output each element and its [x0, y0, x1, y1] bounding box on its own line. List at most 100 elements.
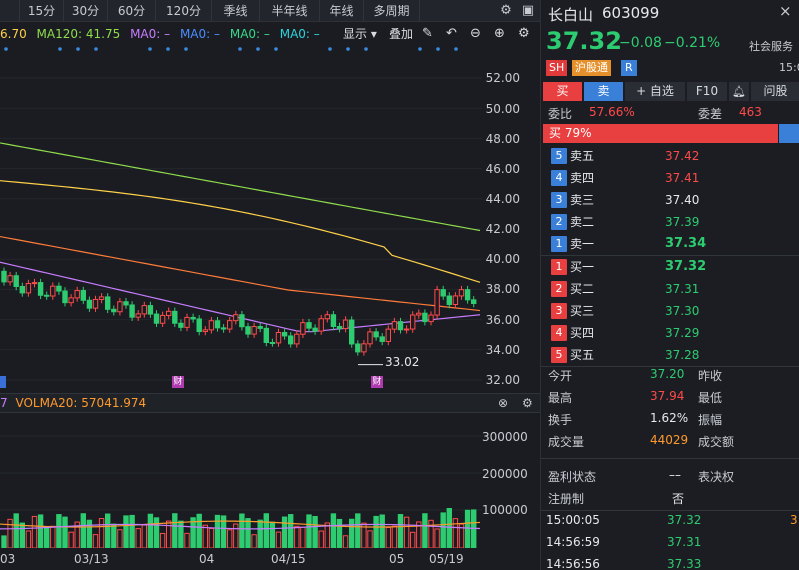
event-marker[interactable]: [0, 376, 6, 388]
volume-bar: [403, 516, 410, 548]
candlestick-chart[interactable]: [0, 44, 482, 393]
candle-body: [349, 319, 355, 345]
bids-row[interactable]: 1 买一 37.32: [541, 256, 799, 278]
chart-panel: 15分 30分 60分 120分 季线 半年线 年线 多周期 ⚙ ▣ 6.70 …: [0, 0, 540, 566]
add-watchlist-button[interactable]: + 自选: [625, 82, 685, 101]
brush-icon[interactable]: ✎: [422, 26, 433, 41]
earnings-marker[interactable]: 财: [371, 376, 383, 388]
tick-price: 37.33: [667, 557, 702, 570]
window-toggle-icon[interactable]: ▣: [521, 3, 535, 18]
tab-multi-period[interactable]: 多周期: [364, 0, 420, 22]
level-price: 37.28: [665, 348, 700, 362]
bids-row[interactable]: 3 买三 37.30: [541, 300, 799, 322]
price-change: −0.08: [619, 35, 662, 51]
volume-bar: [147, 513, 154, 548]
candle-body: [373, 331, 379, 338]
stat-label: 今开: [548, 369, 573, 383]
industry-label[interactable]: 社会服务: [749, 40, 793, 53]
candle-body: [105, 296, 111, 310]
gear-icon[interactable]: ⚙: [500, 3, 512, 18]
asks-row[interactable]: 4 卖四 37.41: [541, 167, 799, 189]
volma20-line: [0, 520, 481, 528]
level-label: 卖四: [570, 171, 595, 185]
close-icon[interactable]: ×: [779, 2, 792, 20]
level-badge: 2: [551, 281, 567, 297]
candle-body: [336, 325, 343, 330]
price-tick: 32.00: [485, 373, 520, 387]
volume-bar: [50, 525, 56, 548]
price-tick: 42.00: [485, 222, 520, 236]
asks-row[interactable]: 1 卖一 37.34: [541, 233, 799, 255]
stat-label: 成交额: [698, 435, 735, 449]
f10-button[interactable]: F10: [687, 82, 727, 101]
volume-bar: [464, 509, 471, 548]
stat-value: 44029: [650, 433, 689, 447]
volume-bar: [367, 530, 373, 548]
tick-list[interactable]: 15:00:05 37.32 3 14:56:59 37.31 14:56:56 37.33: [541, 511, 799, 570]
bell-icon[interactable]: 🔔︎: [729, 82, 749, 101]
asks-row[interactable]: 3 卖三 37.40: [541, 189, 799, 211]
date-tick: 04: [199, 552, 215, 566]
chart-settings-icon[interactable]: ⚙: [518, 26, 530, 41]
candle-body: [1, 270, 7, 283]
volume-settings-icon[interactable]: ⚙: [522, 396, 533, 410]
tab-15min[interactable]: 15分: [20, 0, 64, 22]
volume-bar: [269, 521, 276, 548]
tab-60min[interactable]: 60分: [108, 0, 156, 22]
tab-30min[interactable]: 30分: [64, 0, 108, 22]
buy-button[interactable]: 买: [543, 82, 582, 101]
tab-year[interactable]: 年线: [320, 0, 364, 22]
candle-body: [153, 313, 160, 324]
bids-row[interactable]: 2 买二 37.31: [541, 278, 799, 300]
volume-chart[interactable]: [0, 414, 482, 548]
zoom-in-icon[interactable]: ⊕: [494, 26, 505, 41]
bids-row[interactable]: 4 买四 37.29: [541, 322, 799, 344]
earnings-marker[interactable]: 财: [172, 376, 184, 388]
ma-value-partial: 6.70: [0, 27, 27, 41]
weicha-value: 463: [739, 105, 762, 119]
tab-120min[interactable]: 120分: [156, 0, 212, 22]
overlay-button[interactable]: 叠加: [389, 27, 414, 41]
volume-bar: [166, 520, 172, 548]
sell-button[interactable]: 卖: [584, 82, 623, 101]
volume-bar: [196, 513, 202, 548]
tab-halfyear[interactable]: 半年线: [260, 0, 320, 22]
candle-body: [257, 326, 263, 329]
undo-icon[interactable]: ↶: [446, 26, 457, 41]
tick-price: 37.32: [667, 513, 702, 527]
volume-bar: [25, 530, 32, 548]
tab-quarter[interactable]: 季线: [212, 0, 260, 22]
volume-bar: [281, 516, 288, 548]
candle-body: [288, 335, 294, 345]
ask-stock-button[interactable]: 问股: [751, 82, 799, 101]
asks-row[interactable]: 2 卖二 37.39: [541, 211, 799, 233]
volume-bar: [135, 528, 141, 548]
asks-row[interactable]: 5 卖五 37.42: [541, 145, 799, 167]
candle-body: [416, 312, 422, 316]
candle-body: [361, 343, 367, 353]
period-tab-partial[interactable]: [0, 0, 20, 22]
price-change-pct: −0.21%: [664, 35, 721, 51]
candle-body: [233, 314, 239, 322]
candle-body: [446, 295, 453, 305]
stat-value: 37.94: [650, 389, 685, 403]
profit-value: ––: [669, 468, 681, 482]
candle-body: [269, 341, 276, 344]
volume-bar: [172, 513, 178, 548]
volume-bar: [385, 527, 392, 548]
volume-bar: [37, 514, 44, 548]
zoom-out-icon[interactable]: ⊖: [470, 26, 481, 41]
stat-label: 换手: [548, 413, 573, 427]
close-icon[interactable]: ⊗: [498, 396, 509, 410]
ma-indicator-bar: 6.70 MA120: 41.75 MA0: – MA0: – MA0: – M…: [0, 24, 540, 44]
volume-bar: [13, 513, 19, 548]
candle-body: [129, 304, 135, 318]
bids-row[interactable]: 5 买五 37.28: [541, 344, 799, 366]
volume-bar: [105, 513, 111, 548]
volume-bar: [56, 514, 62, 548]
volume-bar: [306, 514, 312, 548]
display-dropdown[interactable]: 显示 ▾: [343, 27, 377, 41]
level-label: 卖一: [570, 237, 595, 251]
volume-bar: [294, 525, 300, 548]
signal-dot: [4, 47, 8, 51]
